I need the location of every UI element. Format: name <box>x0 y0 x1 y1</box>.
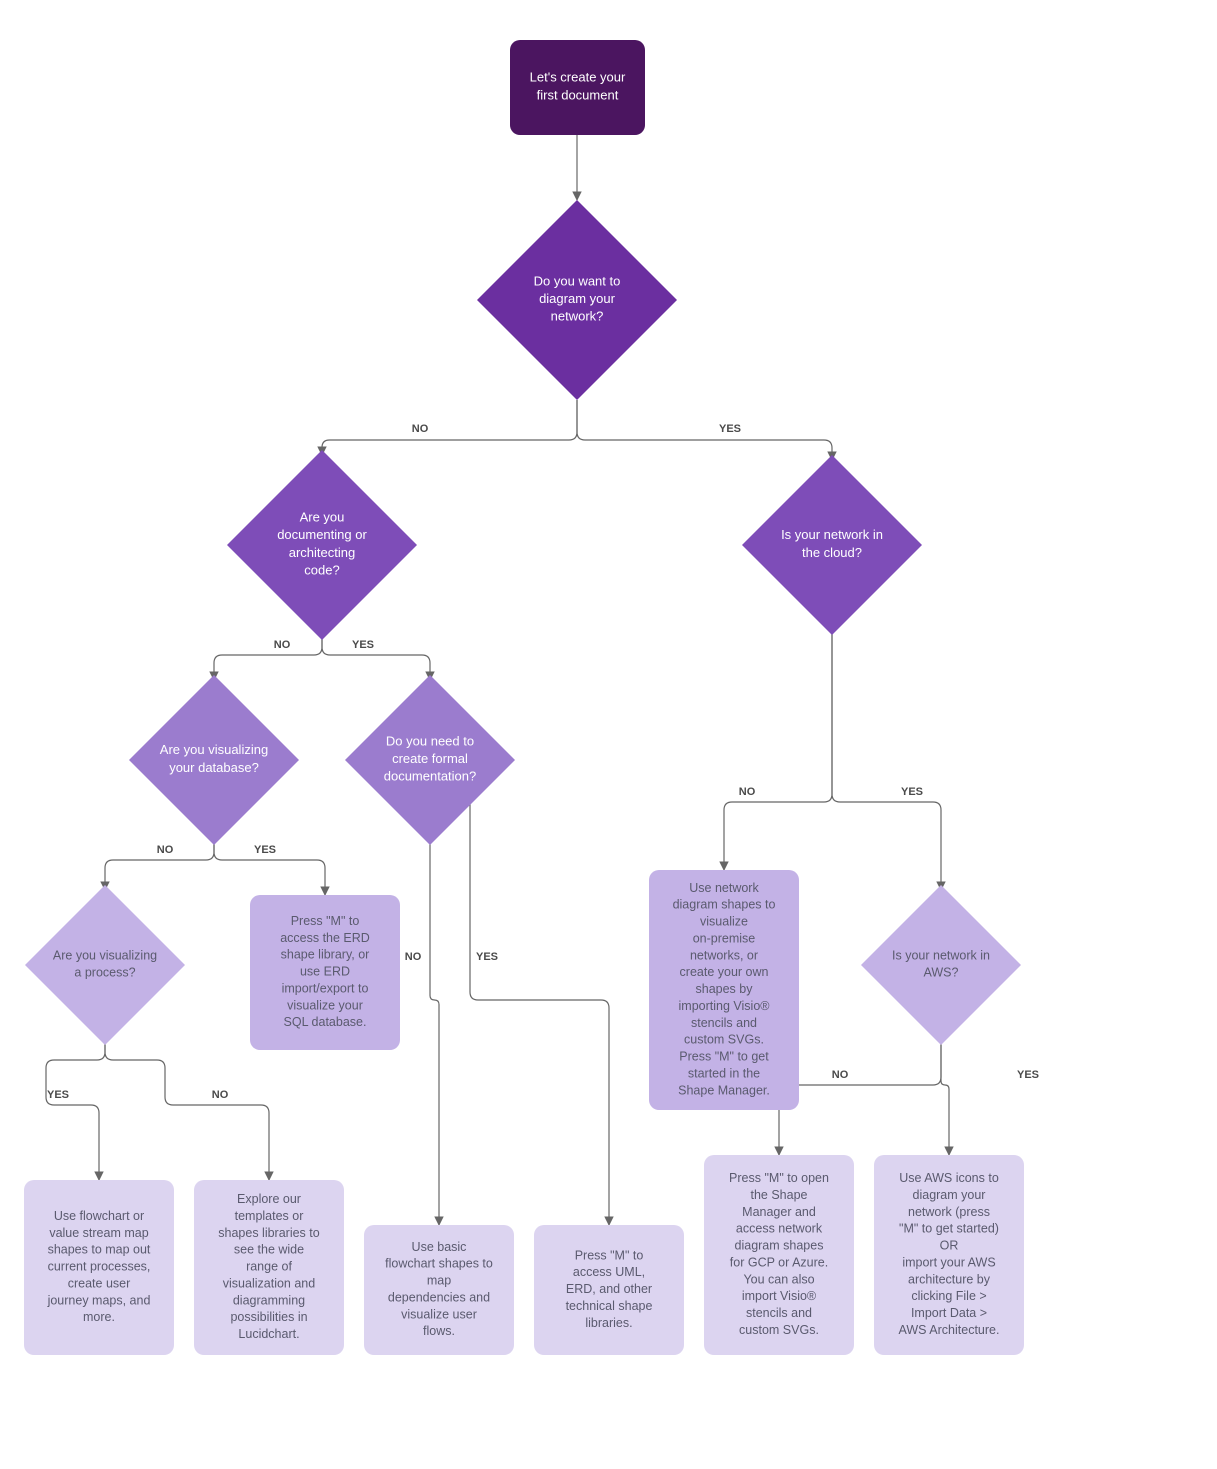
nodes-layer: Let's create yourfirst document Do you wa… <box>24 40 1024 1355</box>
node-leaf_gcp: Press "M" to openthe ShapeManager andacc… <box>704 1155 854 1355</box>
edge-label: NO <box>405 951 422 963</box>
node-d4_aws: Is your network inAWS? <box>861 885 1021 1045</box>
node-d2_right: Is your network inthe cloud? <box>742 455 922 635</box>
edge-d4_proc-leaf_flow <box>46 1040 105 1180</box>
node-d4_proc: Are you visualizinga process? <box>25 885 185 1045</box>
edge-d2_right-box_net <box>724 630 832 870</box>
edge-label: YES <box>901 786 923 798</box>
node-box_net: Use networkdiagram shapes tovisualizeon-… <box>649 870 799 1110</box>
node-d3_db: Are you visualizingyour database? <box>129 675 299 845</box>
node-leaf_aws: Use AWS icons todiagram yournetwork (pre… <box>874 1155 1024 1355</box>
node-leaf_uml: Press "M" toaccess UML,ERD, and othertec… <box>534 1225 684 1355</box>
edge-d2_left-d3_db <box>214 635 322 680</box>
edge-d1-d2_right <box>577 400 832 460</box>
edge-d4_aws-leaf_aws <box>941 1040 949 1155</box>
edge-d3_doc-leaf_uml <box>470 800 609 1225</box>
edge-label: NO <box>739 786 756 798</box>
node-d2_left: Are youdocumenting orarchitectingcode? <box>227 450 417 640</box>
edge-d4_aws-leaf_gcp <box>779 1040 941 1155</box>
edge-label: YES <box>476 951 498 963</box>
edge-label: YES <box>1017 1069 1039 1081</box>
edge-label: YES <box>719 423 741 435</box>
edge-d2_right-d4_aws <box>832 630 941 890</box>
node-d3_doc: Do you need tocreate formaldocumentation… <box>345 675 515 845</box>
node-text: Use flowchart orvalue stream mapshapes t… <box>47 1209 151 1324</box>
edge-d1-d2_left <box>322 400 577 455</box>
node-text: Do you need tocreate formaldocumentation… <box>384 734 477 784</box>
edge-label: YES <box>47 1089 69 1101</box>
node-leaf_basic: Use basicflowchart shapes tomapdependenc… <box>364 1225 514 1355</box>
edge-d3_doc-leaf_basic <box>430 840 439 1225</box>
edge-d4_proc-leaf_tpl <box>105 1040 269 1180</box>
edge-label: NO <box>274 639 291 651</box>
edge-label: NO <box>212 1089 229 1101</box>
node-box_erd: Press "M" toaccess the ERDshape library,… <box>250 895 400 1050</box>
flowchart-canvas: NOYESNOYESNOYESNOYESYESNONOYESNOYESLet's… <box>0 0 1217 1469</box>
edge-d2_left-d3_doc <box>322 635 430 680</box>
node-leaf_flow: Use flowchart orvalue stream mapshapes t… <box>24 1180 174 1355</box>
edge-label: NO <box>832 1069 849 1081</box>
node-leaf_tpl: Explore ourtemplates orshapes libraries … <box>194 1180 344 1355</box>
node-d1: Do you want todiagram yournetwork? <box>477 200 677 400</box>
edge-label: NO <box>412 423 429 435</box>
edge-label: NO <box>157 844 174 856</box>
edge-label: YES <box>254 844 276 856</box>
node-start: Let's create yourfirst document <box>510 40 645 135</box>
edge-label: YES <box>352 639 374 651</box>
